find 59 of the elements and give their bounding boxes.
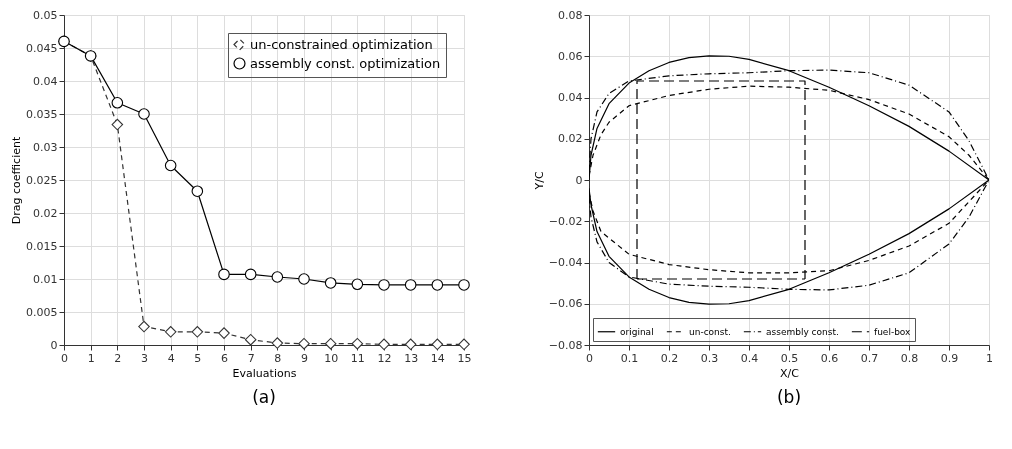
y-tick-label: 0.02 <box>33 206 58 220</box>
x-tick-label: 14 <box>430 351 445 365</box>
x-tick-label: 0.6 <box>820 351 839 365</box>
y-tick-label: 0 <box>575 173 583 187</box>
x-tick-label: 0.8 <box>900 351 919 365</box>
x-tick-label: 4 <box>167 351 175 365</box>
y-tick-label: −0.08 <box>548 338 583 352</box>
y-axis-title: Y/C <box>532 171 546 191</box>
x-tick-label: 7 <box>247 351 255 365</box>
y-tick-label: 0.02 <box>558 132 583 146</box>
x-tick-label: 5 <box>194 351 202 365</box>
x-tick-label: 0.4 <box>740 351 759 365</box>
legend-label: un-const. <box>689 326 731 337</box>
y-tick-label: 0.08 <box>558 8 583 22</box>
x-tick-label: 3 <box>141 351 148 365</box>
legend-label: un-constrained optimization <box>250 36 433 52</box>
x-tick-label: 13 <box>404 351 419 365</box>
x-tick-label: 2 <box>114 351 122 365</box>
x-tick-label: 9 <box>301 351 308 365</box>
legend-label: assembly const. optimization <box>250 55 441 71</box>
y-axis-title: Drag coefficient <box>10 136 24 225</box>
x-tick-label: 11 <box>350 351 365 365</box>
legend-label: original <box>620 326 654 337</box>
x-tick-label: 0 <box>586 351 593 365</box>
y-tick-label: 0.04 <box>33 74 58 88</box>
y-tick-label: 0.05 <box>33 8 58 22</box>
x-tick-label: 12 <box>377 351 392 365</box>
x-tick-label: 0.7 <box>860 351 879 365</box>
y-tick-label: 0 <box>50 338 58 352</box>
legend-label: assembly const. <box>766 326 839 337</box>
x-tick-label: 6 <box>221 351 228 365</box>
y-tick-label: −0.06 <box>548 297 583 311</box>
x-tick-label: 0.3 <box>700 351 719 365</box>
x-axis-title: Evaluations <box>232 366 297 380</box>
x-tick-label: 0 <box>61 351 68 365</box>
x-tick-label: 0.5 <box>780 351 799 365</box>
x-tick-label: 0.2 <box>660 351 679 365</box>
y-tick-label: 0.03 <box>33 140 58 154</box>
y-tick-label: 0.06 <box>558 49 583 63</box>
y-tick-label: 0.035 <box>26 107 58 121</box>
x-tick-label: 1 <box>87 351 95 365</box>
y-tick-label: 0.045 <box>26 41 58 55</box>
legend-label: fuel-box <box>874 326 912 337</box>
text: (a) <box>252 387 276 407</box>
x-tick-label: 1 <box>986 351 993 365</box>
x-axis-title: X/C <box>780 366 800 380</box>
y-tick-label: −0.02 <box>548 214 583 228</box>
x-tick-label: 0.1 <box>620 351 639 365</box>
x-tick-label: 10 <box>324 351 339 365</box>
text: (b) <box>776 387 802 407</box>
y-tick-label: 0.01 <box>33 272 58 286</box>
x-tick-label: 8 <box>274 351 282 365</box>
y-tick-label: 0.005 <box>26 305 58 319</box>
x-tick-label: 0.9 <box>940 351 959 365</box>
y-tick-label: 0.015 <box>26 239 58 253</box>
y-tick-label: −0.04 <box>548 256 583 269</box>
x-tick-label: 15 <box>457 351 472 365</box>
y-tick-label: 0.04 <box>558 91 583 104</box>
y-tick-label: 0.025 <box>26 173 58 187</box>
